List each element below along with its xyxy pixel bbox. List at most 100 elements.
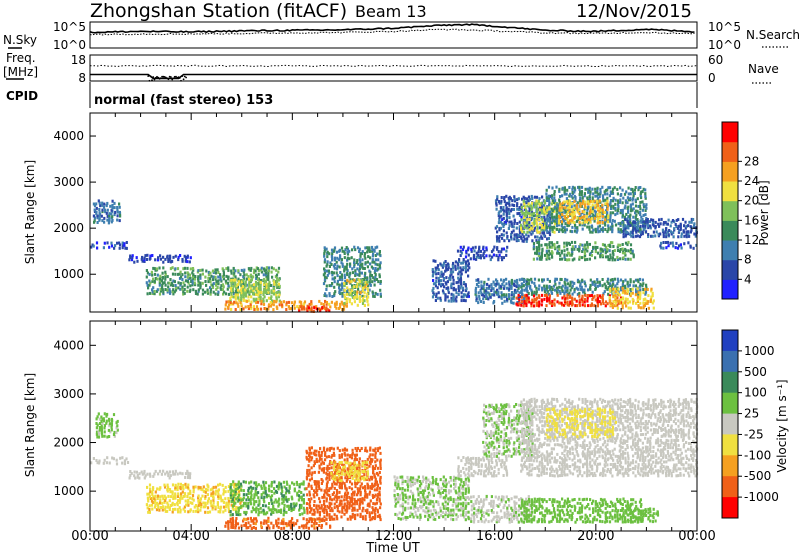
heatmap-cell xyxy=(555,277,558,281)
heatmap-cell xyxy=(505,210,508,214)
heatmap-cell xyxy=(435,295,438,299)
heatmap-cell xyxy=(685,230,688,234)
heatmap-cell xyxy=(151,279,154,283)
heatmap-cell xyxy=(442,291,445,295)
heatmap-cell xyxy=(357,480,360,484)
heatmap-cell xyxy=(655,230,658,234)
heatmap-cell xyxy=(277,499,280,503)
heatmap-cell xyxy=(268,526,271,530)
heatmap-cell xyxy=(639,293,642,297)
heatmap-cell xyxy=(106,208,109,212)
heatmap-cell xyxy=(373,277,376,281)
heatmap-cell xyxy=(548,231,551,235)
heatmap-cell xyxy=(260,524,263,528)
heatmap-cell xyxy=(611,306,614,309)
heatmap-cell xyxy=(546,277,549,281)
heatmap-cell xyxy=(327,455,331,459)
heatmap-cell xyxy=(366,276,369,280)
heatmap-cell xyxy=(601,214,604,218)
heatmap-cell xyxy=(462,259,465,263)
heatmap-cell xyxy=(596,216,599,220)
heatmap-cell xyxy=(442,278,445,282)
heatmap-cell xyxy=(321,460,324,464)
heatmap-cell xyxy=(222,490,226,494)
freq-left-tick-bottom: 8 xyxy=(78,71,86,85)
heatmap-cell xyxy=(255,305,259,309)
heatmap-cell xyxy=(205,283,208,287)
heatmap-cell xyxy=(639,295,642,299)
heatmap-cell xyxy=(629,192,632,196)
heatmap-cell xyxy=(307,484,310,488)
heatmap-cell xyxy=(333,502,336,506)
heatmap-cell xyxy=(542,231,546,235)
heatmap-cell xyxy=(522,304,525,308)
heatmap-cell xyxy=(250,306,253,310)
heatmap-cell xyxy=(225,300,228,304)
heatmap-cell xyxy=(618,293,622,297)
heatmap-cell xyxy=(353,262,356,266)
heatmap-cell xyxy=(128,258,131,262)
heatmap-cell xyxy=(357,498,360,502)
colorbar-swatch xyxy=(722,240,738,261)
heatmap-cell xyxy=(660,217,663,221)
heatmap-cell xyxy=(330,263,333,266)
heatmap-cell xyxy=(196,277,200,281)
heatmap-cell xyxy=(323,495,326,499)
heatmap-cell xyxy=(227,508,230,512)
heatmap-cell xyxy=(342,307,346,311)
heatmap-cell xyxy=(543,215,546,219)
heatmap-cell xyxy=(475,278,478,282)
heatmap-cell xyxy=(568,205,571,209)
heatmap-cell xyxy=(179,497,182,500)
heatmap-cell xyxy=(512,296,515,300)
heatmap-cell xyxy=(531,298,534,302)
heatmap-cell xyxy=(187,476,190,479)
heatmap-cell xyxy=(230,271,233,275)
heatmap-cell xyxy=(588,212,591,216)
heatmap-cell xyxy=(258,502,261,506)
heatmap-cell xyxy=(182,290,185,294)
heatmap-cell xyxy=(92,202,95,206)
heatmap-cell xyxy=(157,472,160,476)
freq-dot xyxy=(147,75,150,77)
heatmap-cell xyxy=(322,305,325,309)
heatmap-cell xyxy=(346,286,349,290)
heatmap-cell xyxy=(257,300,260,304)
heatmap-cell xyxy=(580,190,583,194)
heatmap-cell xyxy=(118,205,121,209)
heatmap-cell xyxy=(547,253,550,257)
heatmap-cell xyxy=(148,483,152,487)
heatmap-cell xyxy=(374,258,377,262)
heatmap-cell xyxy=(366,250,369,254)
heatmap-cell xyxy=(177,482,180,486)
heatmap-cell xyxy=(322,273,325,277)
heatmap-cell xyxy=(631,291,634,295)
heatmap-cell xyxy=(104,210,107,214)
heatmap-cell xyxy=(158,266,161,270)
heatmap-cell xyxy=(565,200,568,204)
heatmap-cell xyxy=(307,498,310,501)
heatmap-cell xyxy=(629,217,632,221)
heatmap-cell xyxy=(153,472,156,476)
heatmap-cell xyxy=(578,220,581,224)
heatmap-cell xyxy=(582,199,585,203)
heatmap-cell xyxy=(344,491,347,495)
heatmap-cell xyxy=(260,493,263,497)
heatmap-cell xyxy=(345,282,348,285)
heatmap-cell xyxy=(212,275,215,279)
heatmap-cell xyxy=(467,294,470,298)
heatmap-cell xyxy=(431,289,434,293)
heatmap-cell xyxy=(580,256,584,260)
heatmap-cell xyxy=(240,296,243,300)
heatmap-cell xyxy=(639,210,642,214)
heatmap-cell xyxy=(445,268,448,272)
heatmap-cell xyxy=(305,518,308,522)
heatmap-cell xyxy=(192,277,195,280)
heatmap-cell xyxy=(548,294,551,298)
heatmap-cell xyxy=(330,455,333,459)
heatmap-cell xyxy=(285,498,288,502)
heatmap-cell xyxy=(627,192,630,196)
heatmap-cell xyxy=(265,521,268,525)
heatmap-cell xyxy=(363,498,366,502)
heatmap-cell xyxy=(244,282,247,286)
